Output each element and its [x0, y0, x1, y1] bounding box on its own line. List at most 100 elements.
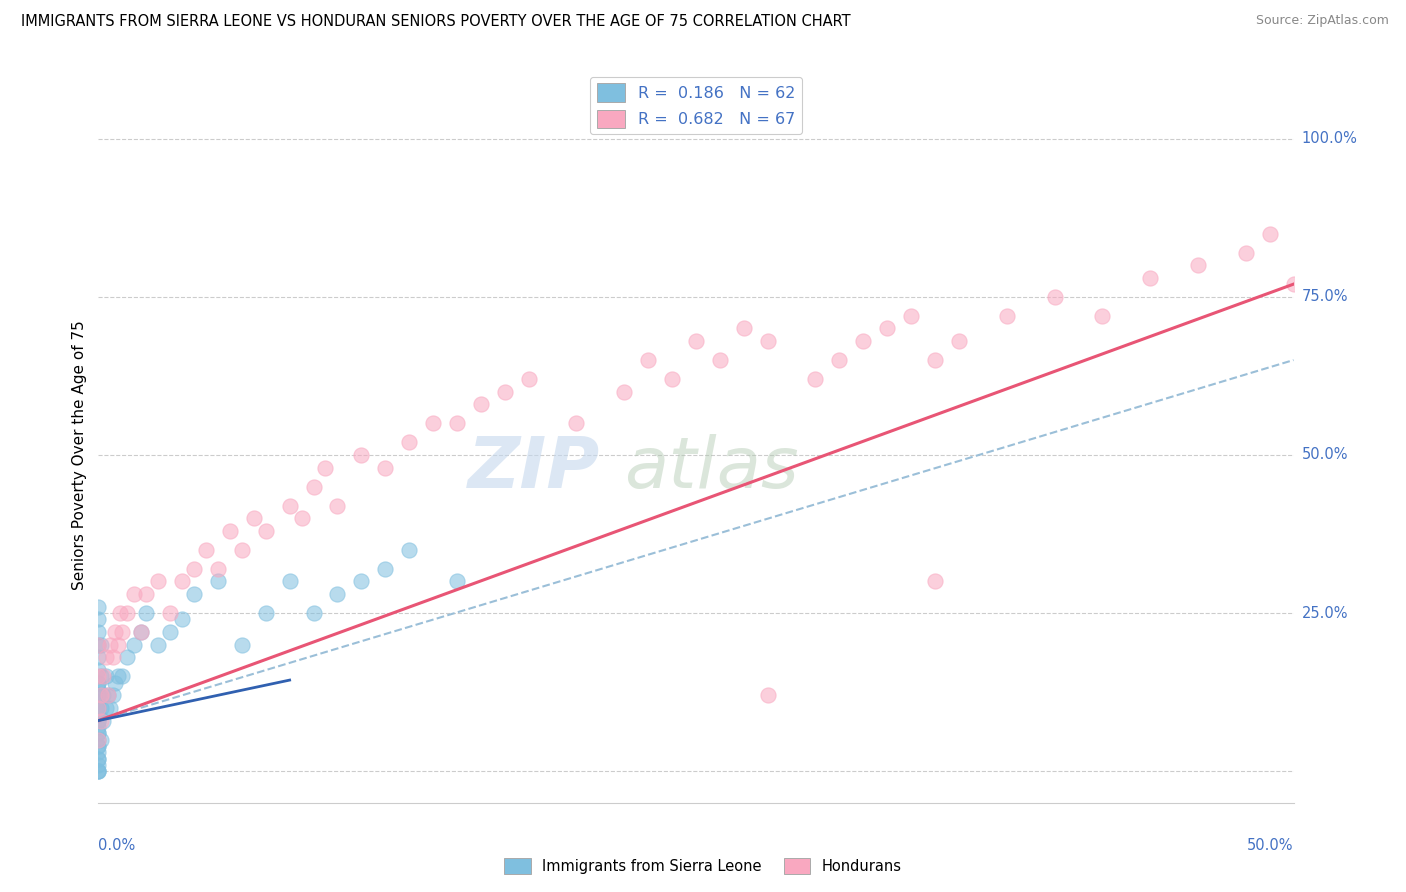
Point: [91, 714, 114, 728]
Point: [243, 511, 266, 525]
Point: [470, 397, 492, 411]
Point: [302, 606, 325, 620]
Point: [398, 542, 420, 557]
Text: atlas: atlas: [624, 434, 799, 503]
Point: [159, 625, 181, 640]
Point: [104, 625, 127, 640]
Point: [87, 688, 110, 702]
Point: [87, 732, 110, 747]
Point: [398, 435, 420, 450]
Legend: R =  0.186   N = 62, R =  0.682   N = 67: R = 0.186 N = 62, R = 0.682 N = 67: [591, 77, 801, 135]
Point: [87, 688, 110, 702]
Point: [107, 638, 129, 652]
Point: [90, 701, 112, 715]
Point: [101, 688, 124, 702]
Point: [685, 334, 707, 348]
Point: [302, 479, 325, 493]
Point: [101, 650, 124, 665]
Point: [131, 625, 153, 640]
Point: [1043, 290, 1066, 304]
Point: [565, 417, 588, 431]
Point: [87, 751, 110, 765]
Point: [135, 587, 157, 601]
Point: [350, 574, 373, 589]
Point: [948, 334, 970, 348]
Point: [219, 524, 242, 538]
Point: [1091, 309, 1114, 323]
Point: [148, 574, 170, 589]
Point: [91, 688, 114, 702]
Point: [90, 714, 112, 728]
Point: [115, 650, 138, 665]
Point: [756, 688, 779, 702]
Point: [422, 417, 444, 431]
Point: [804, 372, 827, 386]
Point: [124, 587, 146, 601]
Point: [87, 764, 110, 779]
Point: [374, 460, 396, 475]
Point: [852, 334, 875, 348]
Point: [87, 714, 110, 728]
Point: [87, 732, 110, 747]
Point: [87, 638, 110, 652]
Point: [87, 675, 110, 690]
Point: [87, 612, 110, 626]
Point: [207, 574, 229, 589]
Point: [1187, 258, 1209, 272]
Point: [876, 321, 898, 335]
Point: [135, 606, 157, 620]
Point: [207, 562, 229, 576]
Point: [87, 701, 110, 715]
Point: [87, 764, 110, 779]
Point: [1139, 270, 1161, 285]
Point: [115, 606, 138, 620]
Point: [254, 524, 277, 538]
Point: [87, 739, 110, 753]
Point: [87, 714, 110, 728]
Point: [87, 745, 110, 759]
Text: 75.0%: 75.0%: [1302, 289, 1348, 304]
Point: [195, 542, 218, 557]
Point: [87, 681, 110, 696]
Text: 0.0%: 0.0%: [98, 838, 135, 853]
Text: 50.0%: 50.0%: [1247, 838, 1294, 853]
Point: [94, 650, 117, 665]
Point: [87, 726, 110, 740]
Point: [661, 372, 683, 386]
Point: [111, 669, 134, 683]
Point: [107, 669, 129, 683]
Point: [733, 321, 755, 335]
Y-axis label: Seniors Poverty Over the Age of 75: Seniors Poverty Over the Age of 75: [72, 320, 87, 590]
Point: [87, 739, 110, 753]
Point: [326, 499, 349, 513]
Point: [148, 638, 170, 652]
Point: [87, 757, 110, 772]
Point: [90, 732, 112, 747]
Point: [183, 587, 205, 601]
Point: [494, 384, 516, 399]
Point: [172, 612, 194, 626]
Point: [350, 448, 373, 462]
Point: [104, 675, 127, 690]
Point: [1282, 277, 1305, 292]
Point: [924, 574, 946, 589]
Point: [90, 669, 112, 683]
Point: [131, 625, 153, 640]
Point: [637, 353, 659, 368]
Text: 100.0%: 100.0%: [1302, 131, 1358, 146]
Point: [94, 701, 117, 715]
Text: 50.0%: 50.0%: [1302, 448, 1348, 462]
Point: [254, 606, 277, 620]
Point: [231, 638, 253, 652]
Point: [124, 638, 146, 652]
Point: [87, 599, 110, 614]
Point: [828, 353, 851, 368]
Point: [278, 574, 301, 589]
Point: [111, 625, 134, 640]
Point: [278, 499, 301, 513]
Point: [446, 417, 468, 431]
Point: [97, 688, 120, 702]
Point: [98, 701, 122, 715]
Point: [231, 542, 253, 557]
Point: [87, 695, 110, 709]
